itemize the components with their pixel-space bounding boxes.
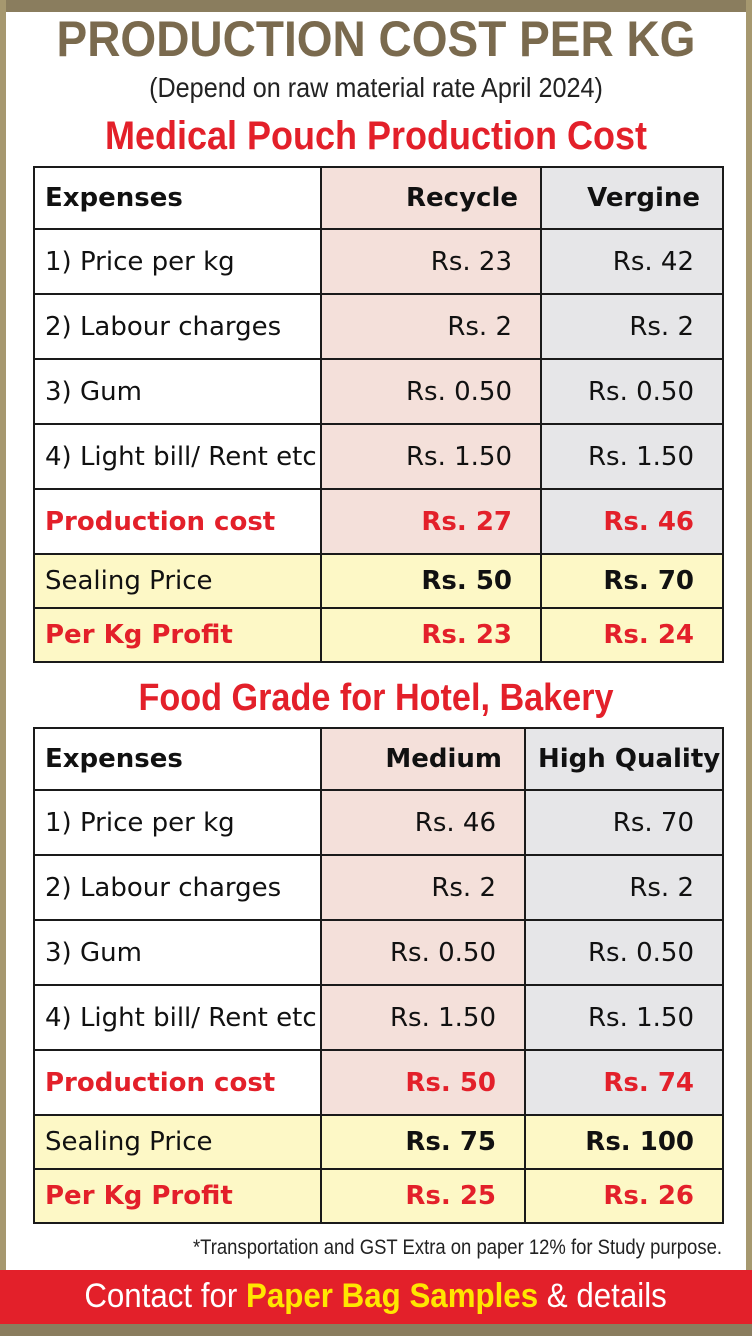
production-cost-vergine: Rs. 46 [540,488,724,555]
header-expenses: Expenses [33,727,322,791]
sealing-price-vergine: Rs. 70 [540,553,724,609]
table-row: 4) Light bill/ Rent etc Rs. 1.50 Rs. 1.5… [33,984,724,1051]
row-label: 2) Labour charges [33,293,322,360]
profit-row: Per Kg Profit Rs. 23 Rs. 24 [33,607,724,663]
contact-suffix: & details [547,1277,668,1315]
profit-high-quality: Rs. 26 [524,1168,724,1224]
contact-banner: Contact for Paper Bag Samples & details [0,1270,752,1324]
sealing-price-row: Sealing Price Rs. 50 Rs. 70 [33,553,724,609]
contact-prefix: Contact for [84,1277,238,1315]
section-title-medical: Medical Pouch Production Cost [104,114,648,158]
row-value-medium: Rs. 1.50 [320,984,526,1051]
row-label: 4) Light bill/ Rent etc [33,984,322,1051]
footnote: *Transportation and GST Extra on paper 1… [192,1236,722,1259]
table-row: 4) Light bill/ Rent etc Rs. 1.50 Rs. 1.5… [33,423,724,490]
contact-highlight: Paper Bag Samples [246,1277,539,1315]
top-border [0,0,752,12]
sealing-price-label: Sealing Price [33,1114,322,1170]
sealing-price-label: Sealing Price [33,553,322,609]
sealing-price-medium: Rs. 75 [320,1114,526,1170]
profit-label: Per Kg Profit [33,1168,322,1224]
profit-medium: Rs. 25 [320,1168,526,1224]
table-row: 2) Labour charges Rs. 2 Rs. 2 [33,293,724,360]
row-label: 3) Gum [33,358,322,425]
row-value-high-quality: Rs. 0.50 [524,919,724,986]
row-value-recycle: Rs. 1.50 [320,423,542,490]
header-high-quality: High Quality [524,727,724,791]
table-row: 3) Gum Rs. 0.50 Rs. 0.50 [33,358,724,425]
production-cost-medium: Rs. 50 [320,1049,526,1116]
page-title: PRODUCTION COST PER KG [56,11,696,67]
sealing-price-high-quality: Rs. 100 [524,1114,724,1170]
table-row: 2) Labour charges Rs. 2 Rs. 2 [33,854,724,921]
food-grade-cost-table: Expenses Medium High Quality 1) Price pe… [33,727,724,1224]
profit-label: Per Kg Profit [33,607,322,663]
table-header-row: Expenses Medium High Quality [33,727,724,791]
header-medium: Medium [320,727,526,791]
sealing-price-recycle: Rs. 50 [320,553,542,609]
production-cost-high-quality: Rs. 74 [524,1049,724,1116]
row-value-medium: Rs. 2 [320,854,526,921]
row-value-high-quality: Rs. 2 [524,854,724,921]
production-cost-label: Production cost [33,1049,322,1116]
page-subtitle: (Depend on raw material rate April 2024) [149,72,603,103]
bottom-border [0,1324,752,1336]
table-header-row: Expenses Recycle Vergine [33,166,724,230]
right-border [746,0,752,1336]
row-label: 3) Gum [33,919,322,986]
row-value-vergine: Rs. 42 [540,228,724,295]
production-cost-recycle: Rs. 27 [320,488,542,555]
left-border [0,0,6,1336]
row-label: 4) Light bill/ Rent etc [33,423,322,490]
row-value-recycle: Rs. 2 [320,293,542,360]
row-value-medium: Rs. 0.50 [320,919,526,986]
production-cost-row: Production cost Rs. 50 Rs. 74 [33,1049,724,1116]
row-value-medium: Rs. 46 [320,789,526,856]
row-value-recycle: Rs. 0.50 [320,358,542,425]
medical-cost-table: Expenses Recycle Vergine 1) Price per kg… [33,166,724,663]
table-row: 3) Gum Rs. 0.50 Rs. 0.50 [33,919,724,986]
profit-vergine: Rs. 24 [540,607,724,663]
production-cost-row: Production cost Rs. 27 Rs. 46 [33,488,724,555]
header-expenses: Expenses [33,166,322,230]
row-value-vergine: Rs. 0.50 [540,358,724,425]
row-label: 1) Price per kg [33,789,322,856]
header-recycle: Recycle [320,166,542,230]
row-value-high-quality: Rs. 1.50 [524,984,724,1051]
row-value-high-quality: Rs. 70 [524,789,724,856]
row-label: 1) Price per kg [33,228,322,295]
header-vergine: Vergine [540,166,724,230]
table-row: 1) Price per kg Rs. 23 Rs. 42 [33,228,724,295]
row-value-vergine: Rs. 2 [540,293,724,360]
row-value-recycle: Rs. 23 [320,228,542,295]
row-value-vergine: Rs. 1.50 [540,423,724,490]
sealing-price-row: Sealing Price Rs. 75 Rs. 100 [33,1114,724,1170]
row-label: 2) Labour charges [33,854,322,921]
production-cost-label: Production cost [33,488,322,555]
section-title-food-grade: Food Grade for Hotel, Bakery [138,677,614,719]
profit-row: Per Kg Profit Rs. 25 Rs. 26 [33,1168,724,1224]
table-row: 1) Price per kg Rs. 46 Rs. 70 [33,789,724,856]
profit-recycle: Rs. 23 [320,607,542,663]
